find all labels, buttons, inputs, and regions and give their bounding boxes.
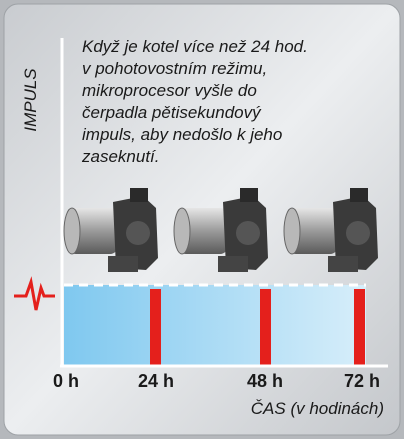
description: Když je kotel více než 24 hod. v pohotov…: [81, 37, 308, 166]
impulse: [150, 289, 161, 365]
pulse-icon: [14, 276, 55, 311]
x-label: 24 h: [138, 371, 174, 391]
description-line: zaseknutí.: [81, 147, 160, 166]
x-label: 0 h: [53, 371, 79, 391]
description-line: v pohotovostním režimu,: [82, 59, 267, 78]
description-line: mikroprocesor vyšle do: [82, 81, 257, 100]
impulse: [260, 289, 271, 365]
x-label: 72 h: [344, 371, 380, 391]
description-line: čerpadla pětisekundový: [82, 103, 262, 122]
y-axis-label: IMPULS: [21, 68, 40, 132]
time-band: [64, 285, 366, 365]
description-line: Když je kotel více než 24 hod.: [82, 37, 308, 56]
x-axis-label: ČAS (v hodinách): [251, 399, 384, 418]
x-label: 48 h: [247, 371, 283, 391]
description-line: impuls, aby nedošlo k jeho: [82, 125, 282, 144]
impulse: [354, 289, 365, 365]
